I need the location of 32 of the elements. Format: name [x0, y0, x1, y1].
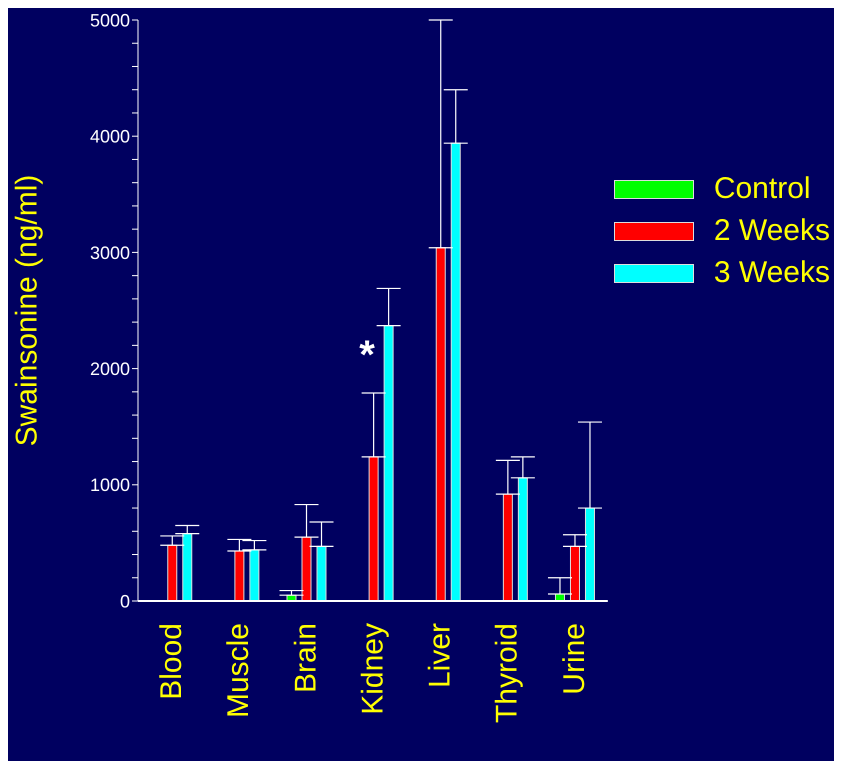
- x-tick-label: Blood: [155, 623, 188, 700]
- legend-label: 2 Weeks: [714, 214, 830, 248]
- bar: [234, 550, 244, 601]
- bar: [316, 546, 327, 601]
- x-tick-label: Brain: [289, 623, 322, 694]
- x-tick-label: Muscle: [222, 623, 256, 718]
- bar: [450, 142, 461, 601]
- bar: [570, 546, 580, 601]
- bar: [182, 533, 192, 601]
- bar: [368, 456, 379, 601]
- x-tick-label: Thyroid: [490, 623, 524, 724]
- bar: [167, 544, 178, 601]
- bar: [384, 325, 394, 601]
- annotation: *: [359, 333, 376, 377]
- x-tick-label: Kidney: [356, 623, 390, 715]
- bar: [436, 247, 446, 601]
- bar: [302, 536, 312, 601]
- y-tick-label: 3000: [90, 242, 130, 263]
- bar: [584, 508, 595, 601]
- bar: [249, 549, 260, 601]
- y-tick-label: 0: [120, 591, 130, 612]
- y-tick-label: 5000: [90, 10, 130, 30]
- bar: [518, 477, 528, 601]
- x-tick-label: Liver: [424, 622, 457, 688]
- y-tick-label: 4000: [90, 126, 130, 147]
- x-tick-label: Urine: [558, 623, 591, 695]
- legend-label: Control: [714, 172, 811, 206]
- y-tick-label: 2000: [90, 358, 130, 379]
- y-axis-title: Swainsonine (ng/ml): [10, 174, 44, 446]
- bar: [502, 494, 513, 601]
- y-tick-label: 1000: [90, 475, 130, 496]
- legend-label: 3 Weeks: [714, 256, 830, 290]
